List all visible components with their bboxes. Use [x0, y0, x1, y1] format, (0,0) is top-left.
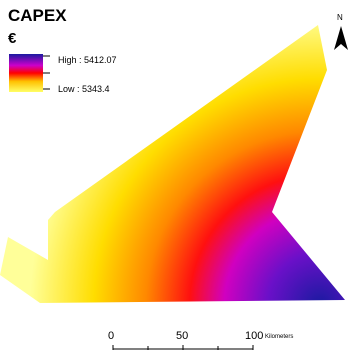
capex-surface	[0, 25, 345, 303]
legend-high-label: High : 5412.07	[58, 55, 117, 65]
currency-symbol: €	[8, 30, 17, 47]
north-arrow-icon	[334, 26, 348, 50]
scale-tick-100: 100	[245, 330, 264, 342]
scale-tick-50: 50	[176, 330, 189, 342]
map-title: CAPEX	[8, 6, 67, 25]
scale-tick-0: 0	[108, 330, 115, 342]
legend-color-ramp	[9, 54, 43, 92]
north-label: N	[337, 13, 343, 22]
legend-low-label: Low : 5343.4	[58, 84, 110, 94]
scale-unit-label: Kilometers	[265, 334, 294, 340]
scale-bar	[112, 345, 254, 350]
